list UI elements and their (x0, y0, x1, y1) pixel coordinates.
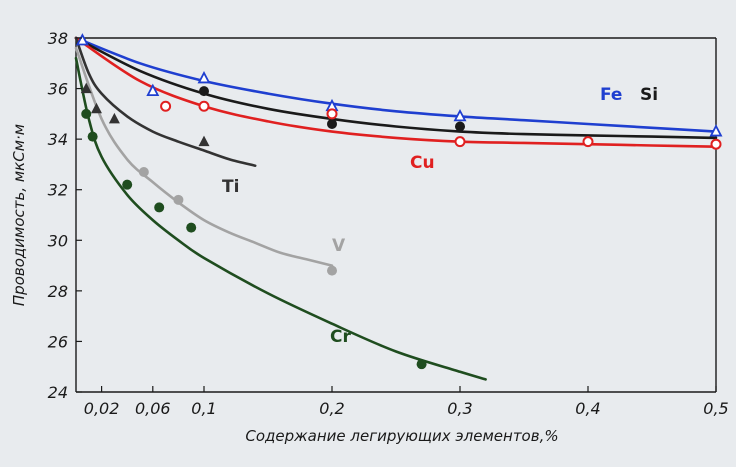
data-point-ti (80, 82, 92, 94)
y-tick-label: 32 (48, 181, 68, 200)
series-labels: Fe Si Cu Ti V Cr (222, 85, 658, 347)
series-label-ti: Ti (222, 177, 239, 197)
x-tick-label: 0,3 (447, 399, 472, 418)
series-label-fe: Fe (600, 85, 622, 105)
y-axis-title: Проводимость, мкСм·м (10, 124, 28, 306)
series-line-ti (74, 36, 257, 167)
series-line-v (74, 46, 334, 267)
data-point-cr (416, 359, 427, 370)
x-tick-label: 0,4 (575, 399, 600, 418)
data-point-cu (710, 138, 722, 150)
series-label-cu: Cu (410, 153, 435, 173)
data-point-v (327, 265, 337, 276)
y-tick-label: 30 (48, 231, 68, 250)
data-point-cr (154, 202, 165, 213)
data-point-ti (90, 102, 102, 114)
y-tick-label: 26 (48, 332, 68, 351)
x-tick-label: 0,06 (135, 399, 171, 418)
data-point-cu (198, 100, 210, 112)
axis-ticks: 24 26 28 30 32 34 36 38 0,02 0,06 0,1 0,2 0,3 0,4 0,5 (48, 29, 729, 418)
data-point-cu (582, 136, 594, 148)
data-point-fe (197, 71, 211, 84)
series-label-v: V (332, 236, 346, 256)
y-tick-label: 24 (48, 383, 68, 402)
series-line-fe (74, 36, 718, 133)
data-point-v (173, 194, 184, 205)
x-axis-title: Содержание легирующих элементов,% (245, 427, 558, 445)
data-point-cr (186, 222, 197, 233)
data-point-fe (146, 83, 160, 96)
data-point-ti (198, 135, 210, 147)
series-line-cu (74, 36, 718, 148)
data-point-fe (453, 108, 467, 122)
data-point-cr (87, 131, 98, 142)
series-line-si (74, 36, 718, 140)
y-tick-label: 36 (48, 80, 68, 99)
series-label-cr: Cr (330, 327, 351, 347)
series-line-cr (74, 56, 487, 381)
data-point-si (455, 121, 465, 132)
data-point-cu (454, 136, 466, 148)
data-point-cu (326, 108, 338, 120)
x-tick-label: 0,1 (191, 399, 216, 418)
data-point-cu (160, 100, 172, 112)
data-point-fe (75, 33, 89, 46)
data-point-v (138, 167, 149, 178)
x-tick-label: 0,5 (703, 399, 728, 418)
series-curves (74, 36, 718, 381)
series-points (75, 33, 723, 370)
data-point-fe (709, 124, 723, 137)
y-tick-label: 34 (48, 130, 68, 149)
data-point-cr (122, 179, 133, 190)
y-tick-label: 38 (48, 29, 68, 48)
x-tick-label: 0,2 (319, 399, 344, 418)
y-tick-label: 28 (48, 282, 68, 301)
data-point-si (199, 86, 209, 97)
x-tick-label: 0,02 (84, 399, 120, 418)
data-point-cr (81, 108, 92, 119)
data-point-si (327, 118, 337, 129)
data-point-ti (108, 112, 120, 124)
series-label-si: Si (640, 85, 658, 105)
